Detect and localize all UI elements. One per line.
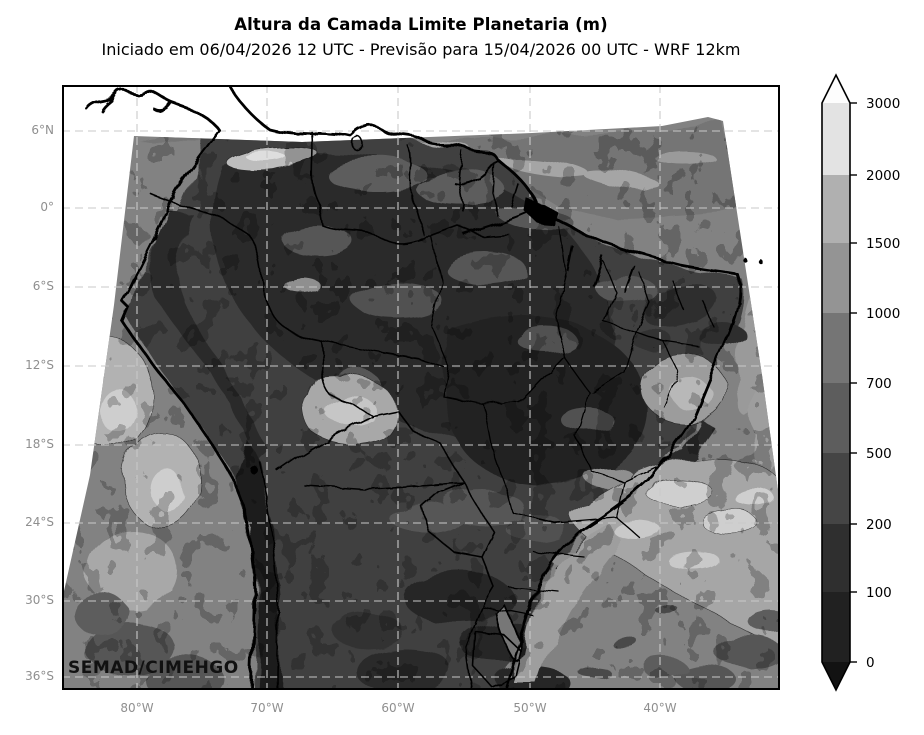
lat-tick-label: 0° bbox=[40, 200, 54, 214]
gridlines bbox=[62, 85, 780, 690]
colorbar-tick-label: 500 bbox=[866, 446, 892, 462]
map-frame bbox=[62, 85, 780, 690]
colorbar-under-arrow bbox=[822, 662, 850, 690]
colorbar-tick-label: 3000 bbox=[866, 96, 900, 112]
colorbar-segment bbox=[822, 175, 850, 243]
colorbar-tick-label: 1500 bbox=[866, 236, 900, 252]
colorbar-svg: 0 100 200 500 700 1000 1500 2000 3000 bbox=[821, 73, 900, 692]
colorbar-tick-label: 0 bbox=[866, 655, 875, 671]
river-branches bbox=[451, 156, 633, 291]
colorbar-tick-label: 100 bbox=[866, 585, 892, 601]
lat-tick-label: 6°N bbox=[31, 123, 54, 137]
colorbar-tick-label: 700 bbox=[866, 376, 892, 392]
colorbar-segment bbox=[822, 453, 850, 524]
colorbar-tick-label: 200 bbox=[866, 517, 892, 533]
colorbar-segment bbox=[822, 313, 850, 383]
island-dot bbox=[757, 258, 763, 264]
map-plot bbox=[62, 85, 780, 690]
colorbar-tick-label: 1000 bbox=[866, 306, 900, 322]
lat-tick-label: 6°S bbox=[32, 279, 54, 293]
lon-tick-label: 70°W bbox=[250, 701, 284, 715]
map-lines bbox=[83, 85, 763, 690]
colorbar-segment bbox=[822, 592, 850, 662]
colorbar-over-arrow bbox=[822, 75, 850, 103]
lon-tick-label: 40°W bbox=[643, 701, 677, 715]
map-svg bbox=[62, 85, 780, 690]
island-dot bbox=[740, 255, 746, 261]
lat-tick-label: 36°S bbox=[25, 669, 54, 683]
colorbar-tick-label: 2000 bbox=[866, 168, 900, 184]
colorbar-segment bbox=[822, 383, 850, 453]
lon-tick-label: 50°W bbox=[513, 701, 547, 715]
country-borders bbox=[149, 129, 521, 690]
north-coastline bbox=[226, 85, 737, 274]
watermark-text: SEMAD/CIMEHGO bbox=[68, 658, 239, 678]
colorbar: 0 100 200 500 700 1000 1500 2000 3000 bbox=[810, 58, 924, 718]
figure-subtitle: Iniciado em 06/04/2026 12 UTC - Previsão… bbox=[101, 40, 741, 59]
lon-tick-label: 60°W bbox=[381, 701, 415, 715]
colorbar-segment bbox=[822, 243, 850, 313]
lat-tick-label: 30°S bbox=[25, 593, 54, 607]
state-borders bbox=[319, 226, 713, 616]
lat-tick-label: 18°S bbox=[25, 437, 54, 451]
colorbar-segment bbox=[822, 103, 850, 175]
figure-title: Altura da Camada Limite Planetaria (m) bbox=[234, 15, 608, 34]
amazon-river bbox=[461, 210, 526, 234]
pacific-coastline bbox=[118, 127, 255, 690]
lake-titicaca bbox=[248, 464, 256, 472]
lake-maracaibo bbox=[351, 135, 363, 151]
coastlines bbox=[83, 85, 740, 690]
panama-coastline bbox=[83, 87, 220, 131]
lat-tick-label: 24°S bbox=[25, 515, 54, 529]
lon-tick-label: 80°W bbox=[120, 701, 154, 715]
east-coastline bbox=[501, 270, 740, 690]
lat-tick-label: 12°S bbox=[25, 358, 54, 372]
colorbar-segment bbox=[822, 524, 850, 592]
